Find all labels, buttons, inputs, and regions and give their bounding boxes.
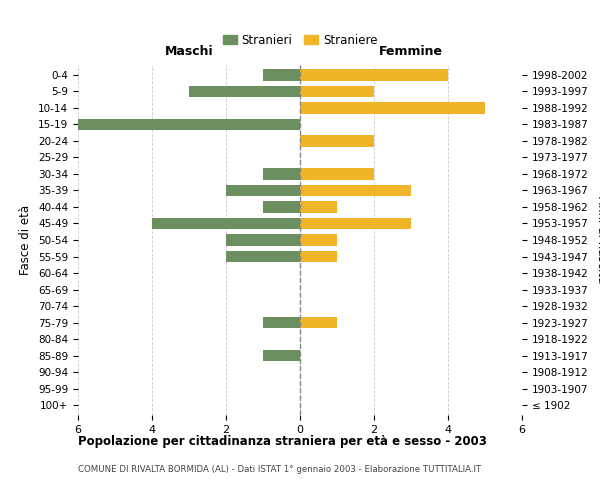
Bar	[300, 201, 337, 213]
Bar	[300, 135, 374, 146]
Bar	[226, 184, 300, 196]
Bar	[263, 317, 300, 328]
Bar	[78, 118, 300, 130]
Bar	[263, 350, 300, 362]
Y-axis label: Anni di nascita: Anni di nascita	[595, 196, 600, 284]
Text: Popolazione per cittadinanza straniera per età e sesso - 2003: Popolazione per cittadinanza straniera p…	[78, 435, 487, 448]
Text: Femmine: Femmine	[379, 45, 443, 58]
Bar	[300, 86, 374, 97]
Bar	[300, 250, 337, 262]
Y-axis label: Fasce di età: Fasce di età	[19, 205, 32, 275]
Bar	[300, 102, 485, 114]
Legend: Stranieri, Straniere: Stranieri, Straniere	[218, 29, 382, 52]
Bar	[226, 234, 300, 246]
Bar	[300, 168, 374, 179]
Bar	[263, 69, 300, 80]
Bar	[300, 234, 337, 246]
Bar	[300, 317, 337, 328]
Text: Maschi: Maschi	[164, 45, 214, 58]
Bar	[300, 184, 411, 196]
Bar	[263, 168, 300, 179]
Bar	[226, 250, 300, 262]
Bar	[152, 218, 300, 230]
Bar	[300, 69, 448, 80]
Bar	[263, 201, 300, 213]
Bar	[189, 86, 300, 97]
Text: COMUNE DI RIVALTA BORMIDA (AL) - Dati ISTAT 1° gennaio 2003 - Elaborazione TUTTI: COMUNE DI RIVALTA BORMIDA (AL) - Dati IS…	[78, 465, 481, 474]
Bar	[300, 218, 411, 230]
